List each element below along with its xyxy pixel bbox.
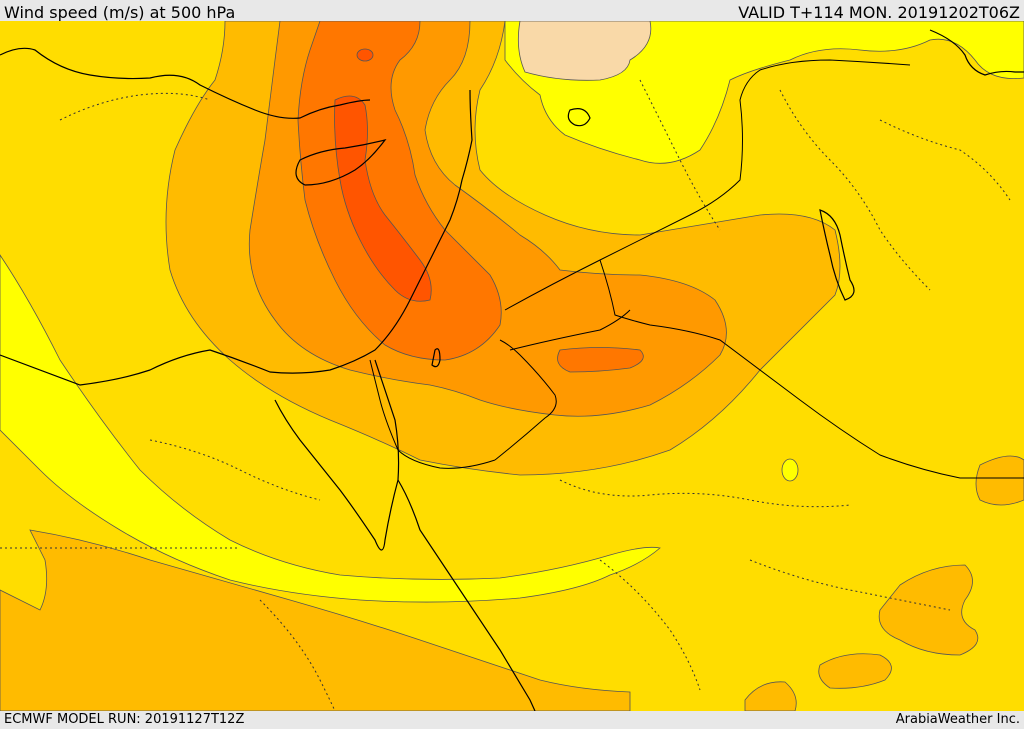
band-3-southwest [0, 529, 631, 711]
band-6-small [356, 48, 374, 62]
band-3-south-patch [818, 653, 892, 689]
wind-speed-map [0, 21, 1024, 711]
band-3-east-patch [878, 564, 979, 656]
map-title: Wind speed (m/s) at 500 hPa [4, 3, 236, 22]
band-lightest-north [517, 21, 652, 81]
band-3-southeast-patch [975, 455, 1024, 506]
model-run-label: ECMWF MODEL RUN: 20191127T12Z [4, 712, 245, 727]
band-6-core [334, 95, 432, 302]
header-bar: Wind speed (m/s) at 500 hPa VALID T+114 … [0, 0, 1024, 22]
band-yellow-spot [781, 458, 799, 482]
footer-bar: ECMWF MODEL RUN: 20191127T12Z ArabiaWeat… [0, 711, 1024, 729]
province-borders [0, 79, 1011, 711]
country-borders [369, 59, 1024, 479]
brand-label: ArabiaWeather Inc. [895, 712, 1020, 727]
band-yellow-west [0, 254, 661, 603]
valid-time: VALID T+114 MON. 20191202T06Z [738, 3, 1020, 22]
band-5-inland-patch [557, 347, 644, 373]
band-3-bottom-patch [744, 681, 797, 711]
coastlines [0, 29, 1024, 711]
